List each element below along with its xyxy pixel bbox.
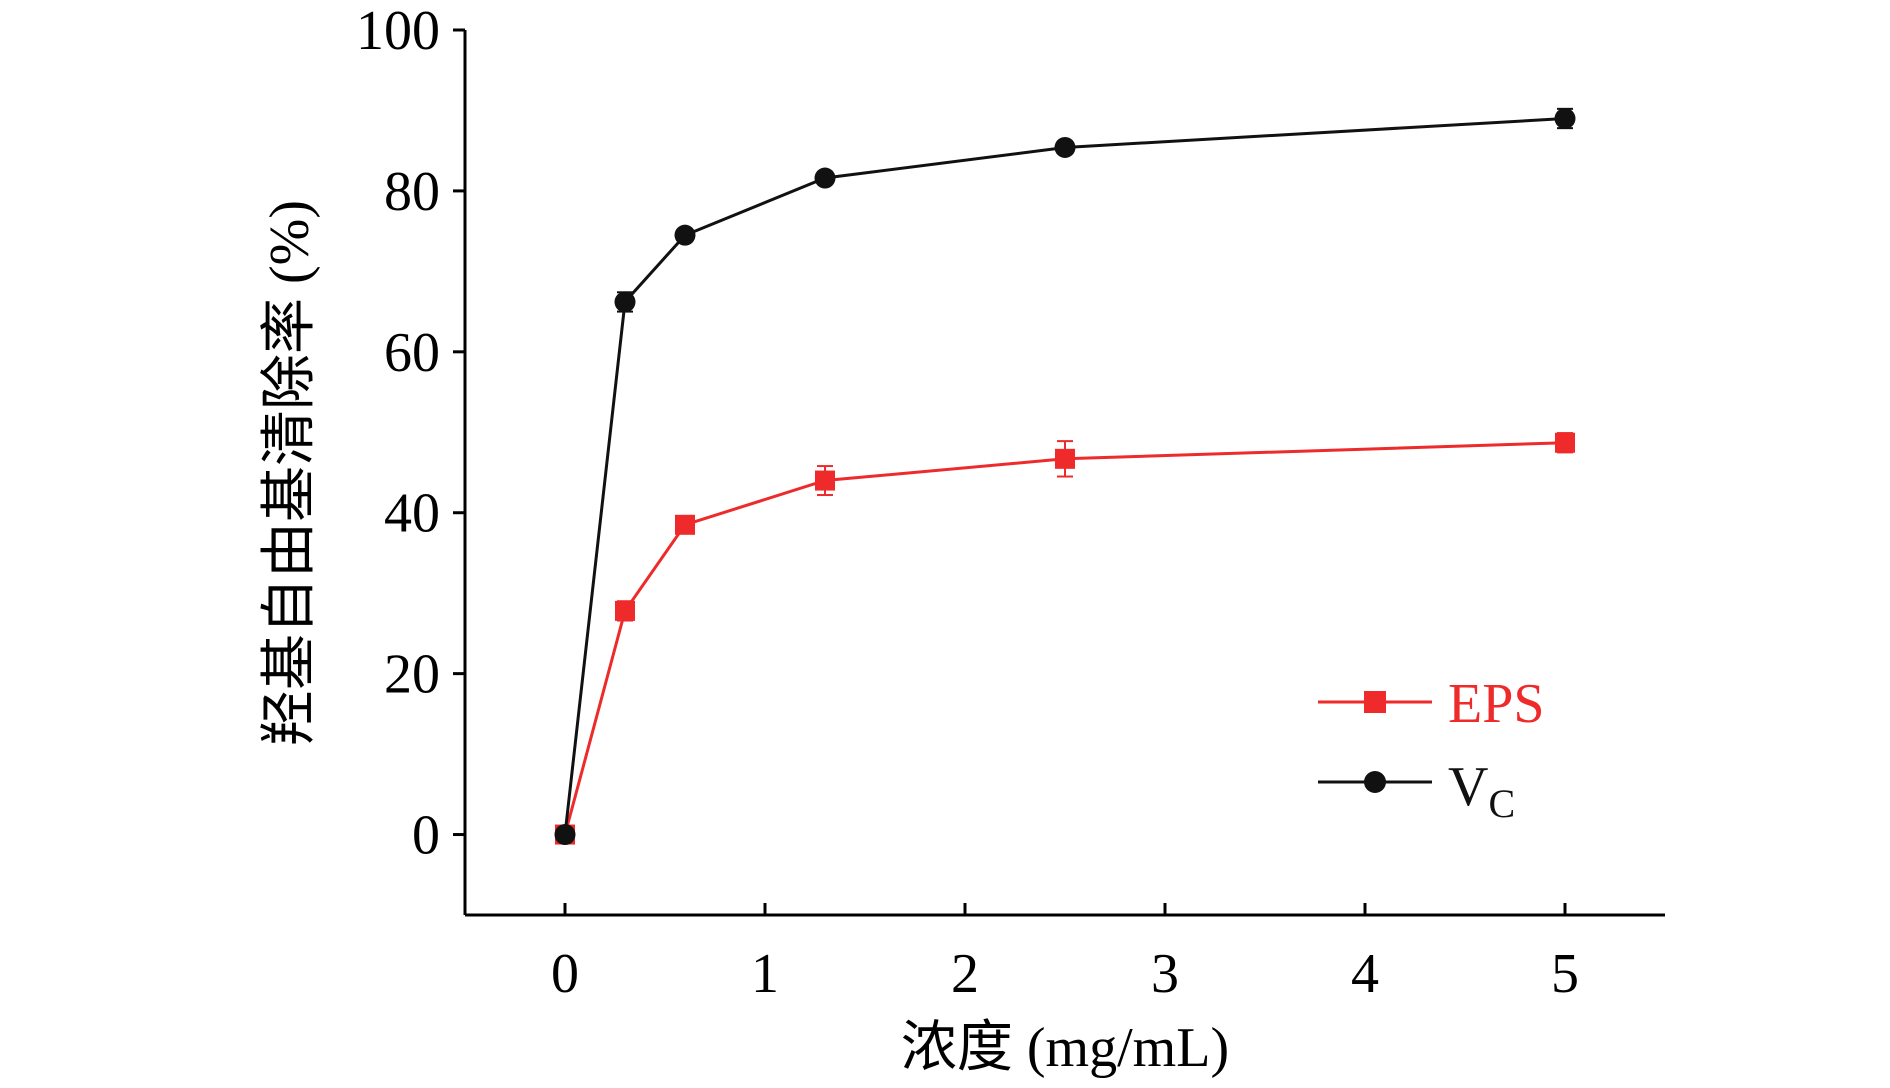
legend: EPS VC bbox=[1318, 673, 1545, 826]
x-tick-label: 1 bbox=[751, 943, 779, 1005]
series-vc-point bbox=[1554, 108, 1576, 129]
series-eps-point bbox=[675, 514, 695, 535]
y-tick-label: 20 bbox=[384, 644, 440, 706]
y-tick-label: 100 bbox=[356, 0, 440, 62]
y-tick-label: 0 bbox=[412, 805, 440, 867]
series-eps-point bbox=[815, 470, 835, 491]
legend-label-eps: EPS bbox=[1448, 673, 1545, 735]
legend-item-vc: VC bbox=[1318, 756, 1515, 826]
x-axis-title: 浓度 (mg/mL) bbox=[901, 1017, 1229, 1079]
series-vc bbox=[554, 107, 1576, 846]
y-tick-label: 40 bbox=[384, 483, 440, 545]
series-vc-point bbox=[554, 824, 576, 846]
x-tick-label: 5 bbox=[1551, 943, 1579, 1005]
series-layer bbox=[554, 107, 1576, 846]
series-vc-point bbox=[1054, 136, 1076, 158]
x-tick-label: 3 bbox=[1151, 943, 1179, 1005]
y-axis-title: 羟基自由基清除率 (%) bbox=[259, 200, 321, 746]
y-tick-label: 60 bbox=[384, 322, 440, 384]
x-tick-label: 2 bbox=[951, 943, 979, 1005]
series-eps-point bbox=[615, 600, 635, 621]
x-tick-label: 4 bbox=[1351, 943, 1379, 1005]
x-tick-label: 0 bbox=[551, 943, 579, 1005]
legend-label-vc-main: V bbox=[1448, 756, 1488, 818]
legend-swatch-eps-marker bbox=[1364, 691, 1386, 713]
series-vc-point bbox=[674, 224, 696, 246]
series-eps-point bbox=[1555, 432, 1575, 453]
series-vc-point bbox=[614, 291, 636, 313]
series-eps-point bbox=[1055, 448, 1075, 469]
legend-label-vc: VC bbox=[1448, 756, 1515, 826]
y-ticks: 0 20 40 60 80 100 bbox=[356, 0, 465, 867]
legend-item-eps: EPS bbox=[1318, 673, 1545, 735]
legend-label-vc-subscript: C bbox=[1488, 781, 1515, 826]
series-vc-point bbox=[814, 167, 836, 189]
series-vc-line bbox=[563, 117, 1566, 835]
series-eps-line bbox=[563, 441, 1566, 835]
axes bbox=[463, 30, 1665, 917]
x-ticks: 0 1 2 3 4 5 bbox=[551, 903, 1579, 1005]
legend-swatch-vc-marker bbox=[1364, 771, 1386, 793]
y-tick-label: 80 bbox=[384, 161, 440, 223]
